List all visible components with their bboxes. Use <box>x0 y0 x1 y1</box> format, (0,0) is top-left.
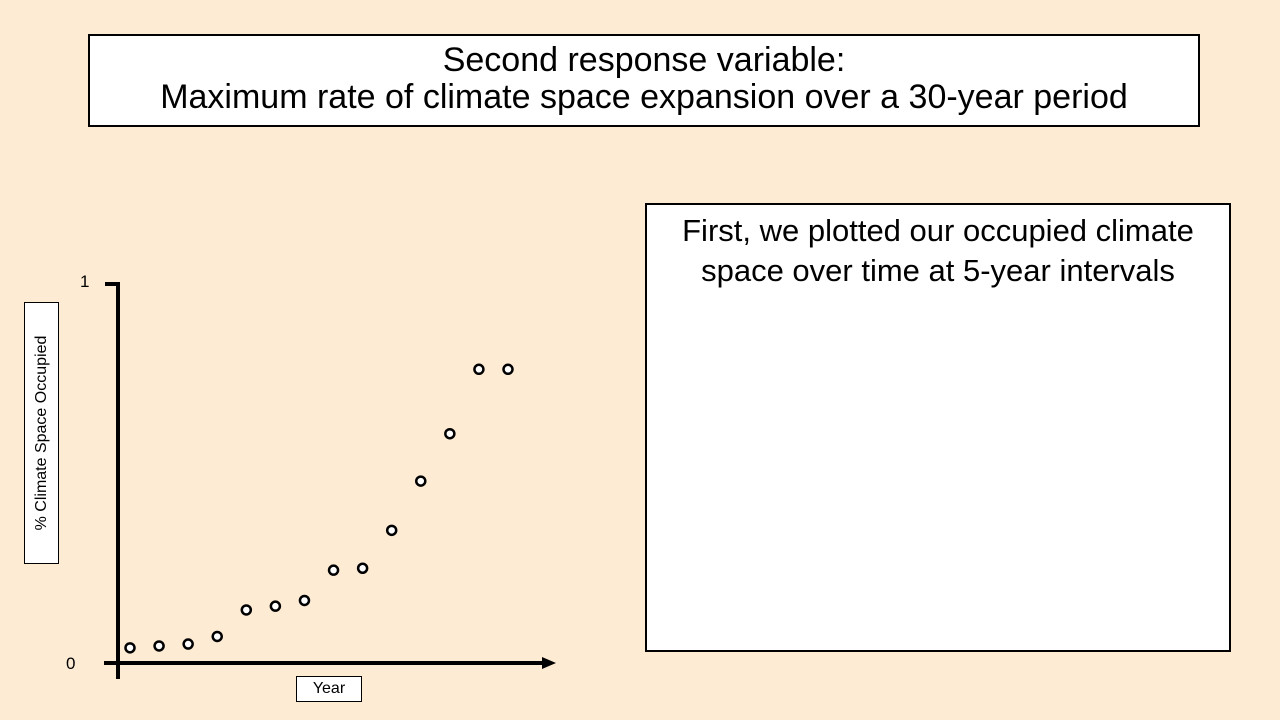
data-point <box>182 638 194 650</box>
info-text-box: First, we plotted our occupied climate s… <box>645 203 1231 652</box>
data-point <box>124 642 136 654</box>
data-point <box>269 600 282 612</box>
data-point <box>211 630 223 643</box>
slide-title: Second response variable: Maximum rate o… <box>88 34 1200 127</box>
data-point <box>473 363 485 376</box>
data-point <box>240 604 253 616</box>
data-point <box>502 363 514 376</box>
data-point <box>356 562 369 574</box>
x-axis-arrow <box>542 657 556 669</box>
data-point <box>298 594 311 607</box>
y-axis-label: % Climate Space Occupied <box>32 335 50 531</box>
info-text: First, we plotted our occupied climate s… <box>682 213 1194 288</box>
title-line-1: Second response variable: <box>442 41 846 79</box>
data-point <box>444 427 456 440</box>
x-axis-label: Year <box>312 680 346 697</box>
scatter-chart <box>104 282 556 679</box>
data-point <box>415 475 427 487</box>
y-tick-label-min: 0 <box>66 654 76 673</box>
x-axis-label-box: Year <box>296 676 362 702</box>
data-point <box>153 640 165 652</box>
data-point <box>327 564 340 576</box>
chart-axes <box>104 282 556 679</box>
data-point <box>385 524 398 537</box>
title-line-2: Maximum rate of climate space expansion … <box>160 78 1128 116</box>
data-points <box>124 363 514 654</box>
y-tick-label-max: 1 <box>80 272 90 291</box>
y-axis-label-box: % Climate Space Occupied <box>24 302 59 564</box>
